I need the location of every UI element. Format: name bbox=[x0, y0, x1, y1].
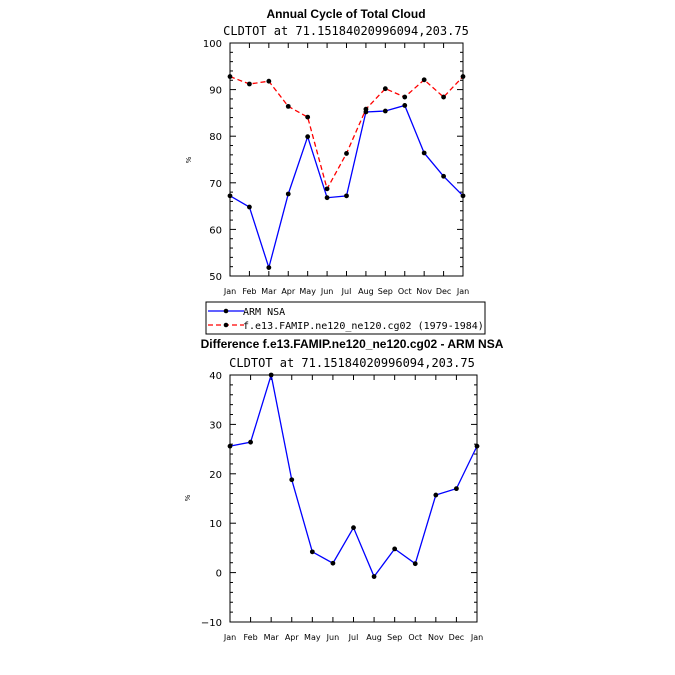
chart1-ytick-label: 80 bbox=[209, 132, 222, 143]
chart2-series-1-point bbox=[248, 439, 253, 445]
chart1-xtick-label: May bbox=[299, 287, 316, 296]
legend-marker-arm bbox=[223, 308, 229, 314]
chart1-plot-frame bbox=[229, 42, 464, 277]
chart2-series-1-point bbox=[474, 443, 480, 449]
chart1-xtick-label: Sep bbox=[378, 287, 393, 296]
chart2-subtitle: CLDTOT at 71.15184020996094,203.75 bbox=[229, 356, 475, 370]
chart2-xtick-label: Dec bbox=[449, 633, 464, 642]
chart2-plot-frame bbox=[229, 374, 478, 623]
chart2-ytick-label: 10 bbox=[209, 519, 222, 530]
chart1-xtick-label: Dec bbox=[436, 287, 451, 296]
chart1-series-1-point bbox=[285, 191, 291, 197]
legend-marker-model bbox=[223, 322, 229, 328]
chart2-xtick-label: Jan bbox=[223, 633, 236, 642]
chart1-title: Annual Cycle of Total Cloud bbox=[266, 7, 425, 21]
chart2-title: Difference f.e13.FAMIP.ne120_ne120.cg02 … bbox=[201, 337, 504, 351]
chart1-ytick-label: 70 bbox=[209, 179, 222, 190]
chart1-xtick-label: Jan bbox=[223, 287, 236, 296]
chart1-ytick-label: 100 bbox=[203, 39, 222, 50]
chart1-series-line-1 bbox=[229, 104, 464, 270]
chart1-series-1-point bbox=[382, 108, 388, 114]
chart1-ytick-label: 90 bbox=[209, 86, 222, 97]
chart1-series-2-point bbox=[227, 74, 233, 79]
chart2-series-line-1 bbox=[229, 374, 478, 578]
chart1-xtick-label: Feb bbox=[242, 287, 256, 296]
chart2-series-1-point bbox=[330, 560, 336, 566]
chart1-series-1-point bbox=[266, 265, 272, 271]
chart2-xtick-label: Jul bbox=[348, 633, 359, 642]
chart1-xtick-label: Jun bbox=[320, 287, 334, 296]
chart2-ylabel: % bbox=[184, 494, 192, 501]
chart2-series-1-point bbox=[392, 546, 398, 552]
chart1-series-1-point bbox=[441, 173, 446, 179]
chart2-xtick-label: Sep bbox=[387, 633, 402, 642]
chart2-xtick-label: Aug bbox=[366, 633, 382, 642]
chart1-ytick-label: 50 bbox=[209, 272, 222, 283]
legend-label-model: f.e13.FAMIP.ne120_ne120.cg02 (1979-1984) bbox=[243, 321, 484, 332]
chart2-ytick-label: 30 bbox=[209, 420, 222, 431]
chart1-series-line-2 bbox=[229, 75, 464, 191]
chart2-series-1-point bbox=[268, 372, 274, 378]
chart1-xtick-label: Jan bbox=[456, 287, 469, 296]
chart1-xtick-label: Nov bbox=[416, 287, 432, 296]
chart2-series-1-point bbox=[309, 549, 315, 555]
chart1-series-2-point bbox=[441, 94, 446, 100]
chart1-series-1-point bbox=[305, 134, 311, 140]
chart2-series-1-point bbox=[454, 486, 459, 492]
chart1-series-2-point bbox=[247, 81, 252, 87]
chart1-series-2-point bbox=[363, 106, 369, 112]
chart2-series-1-point bbox=[289, 477, 295, 483]
chart1-ytick-label: 60 bbox=[209, 225, 222, 236]
chart2-ytick-label: 40 bbox=[209, 371, 222, 382]
chart1-series-1-point bbox=[344, 193, 349, 199]
chart2-ytick-label: −10 bbox=[201, 618, 222, 629]
legend: ARM NSA f.e13.FAMIP.ne120_ne120.cg02 (19… bbox=[205, 301, 486, 335]
chart2-xtick-label: Nov bbox=[428, 633, 444, 642]
chart1-series-1-point bbox=[227, 193, 233, 199]
chart1-series-2-point bbox=[421, 77, 427, 83]
chart1-series-1-point bbox=[460, 193, 466, 199]
chart1-series-2-point bbox=[460, 74, 466, 79]
chart2-xtick-label: Apr bbox=[285, 633, 300, 642]
chart2-xtick-label: Feb bbox=[243, 633, 257, 642]
chart2-series-1-point bbox=[371, 574, 377, 579]
chart1-series-2-point bbox=[382, 86, 388, 92]
annual-cycle-chart: Annual Cycle of Total Cloud CLDTOT at 71… bbox=[185, 7, 469, 296]
chart2-series-1-point bbox=[433, 492, 439, 498]
chart1-series-2-point bbox=[285, 103, 291, 109]
chart1-subtitle: CLDTOT at 71.15184020996094,203.75 bbox=[223, 24, 469, 38]
chart2-ytick-label: 20 bbox=[209, 470, 222, 481]
chart2-xtick-label: Oct bbox=[408, 633, 422, 642]
legend-box bbox=[205, 301, 486, 335]
chart1-series-1-point bbox=[402, 103, 408, 108]
chart2-series-1-point bbox=[412, 561, 418, 567]
chart1-series-2-point bbox=[266, 78, 272, 84]
chart2-ytick-label: 0 bbox=[216, 569, 222, 580]
difference-chart: Difference f.e13.FAMIP.ne120_ne120.cg02 … bbox=[184, 337, 504, 642]
chart1-ylabel: % bbox=[185, 156, 193, 163]
chart1-series-2-point bbox=[402, 94, 408, 100]
chart2-xtick-label: May bbox=[304, 633, 321, 642]
legend-label-arm: ARM NSA bbox=[243, 307, 285, 318]
chart1-xtick-label: Mar bbox=[261, 287, 277, 296]
chart1-series-1-point bbox=[421, 150, 427, 156]
chart1-series-1-point bbox=[247, 204, 252, 210]
chart1-xtick-label: Apr bbox=[281, 287, 296, 296]
chart1-xtick-label: Jul bbox=[341, 287, 352, 296]
chart1-xtick-label: Oct bbox=[398, 287, 412, 296]
chart1-xtick-label: Aug bbox=[358, 287, 374, 296]
chart1-series-2-point bbox=[305, 114, 311, 120]
chart2-xtick-label: Jun bbox=[326, 633, 340, 642]
chart2-xtick-label: Jan bbox=[470, 633, 483, 642]
chart1-series-2-point bbox=[344, 151, 349, 156]
chart2-xtick-label: Mar bbox=[264, 633, 280, 642]
chart2-series-1-point bbox=[227, 443, 233, 449]
chart1-series-2-point bbox=[324, 186, 330, 192]
chart2-series-1-point bbox=[351, 525, 356, 531]
chart1-series-1-point bbox=[324, 195, 330, 201]
